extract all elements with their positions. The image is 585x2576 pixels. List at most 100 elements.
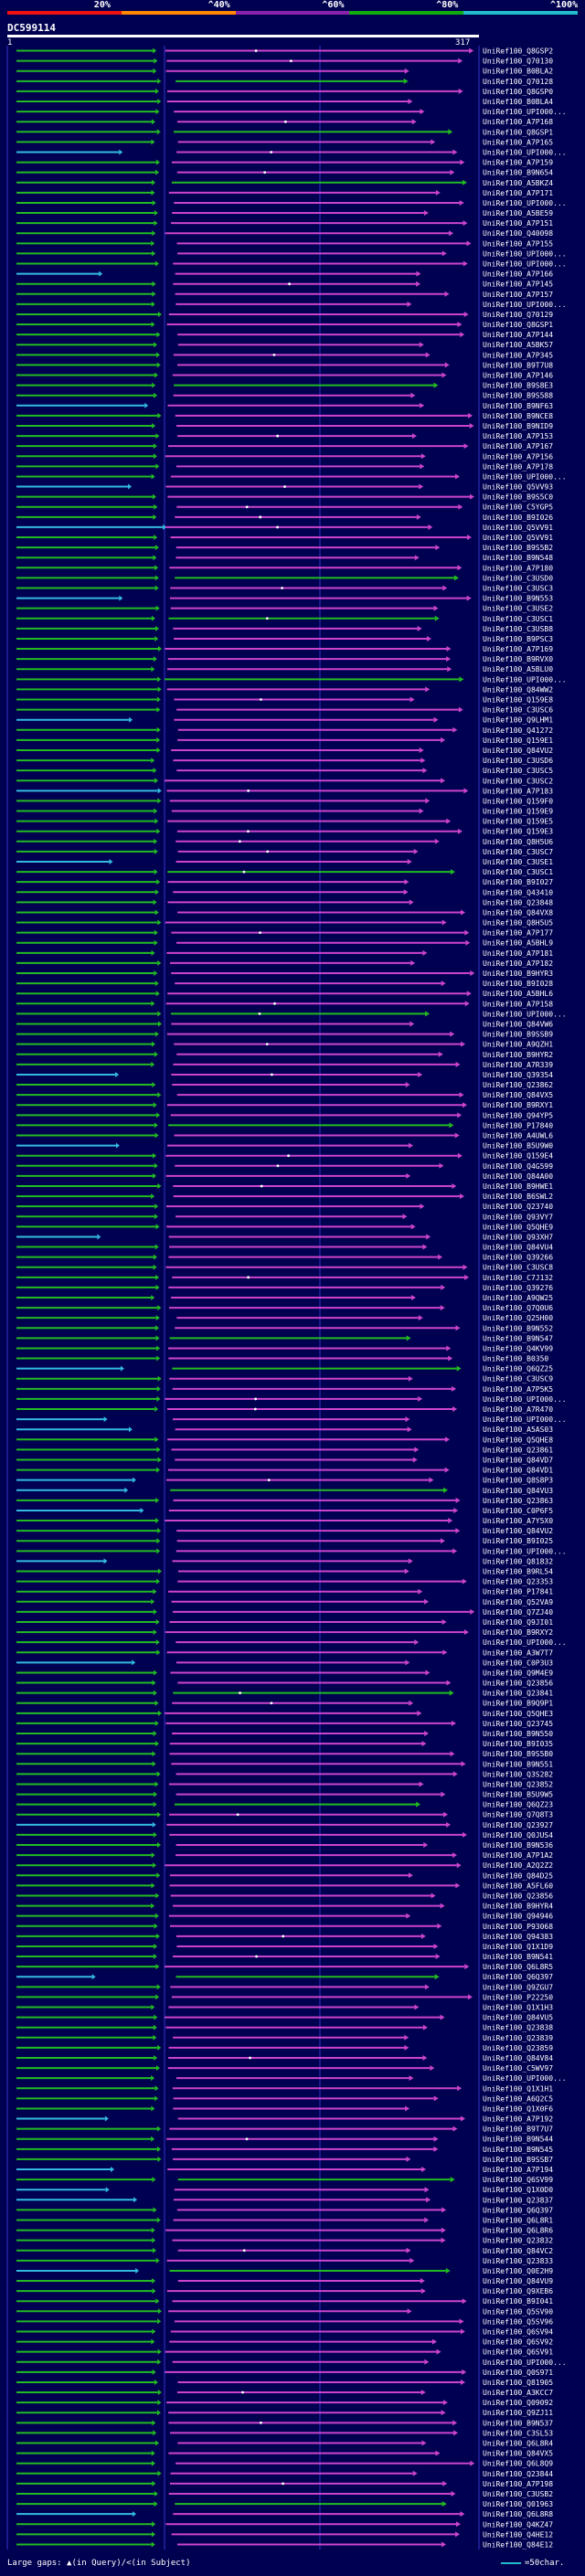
hit-label[interactable]: UniRef100_Q159E5 bbox=[483, 818, 553, 826]
hit-label[interactable]: UniRef100_Q6L8R8 bbox=[483, 2510, 553, 2518]
hit-label[interactable]: UniRef100_A7P153 bbox=[483, 432, 553, 440]
hit-label[interactable]: UniRef100_P93068 bbox=[483, 1923, 553, 1931]
hit-label[interactable]: UniRef100_Q8H5U6 bbox=[483, 838, 553, 846]
hit-label[interactable]: UniRef100_B6SWL2 bbox=[483, 1193, 553, 1201]
hit-label[interactable]: UniRef100_B9S5C0 bbox=[483, 493, 553, 502]
hit-label[interactable]: UniRef100_B9NCE8 bbox=[483, 412, 553, 420]
hit-label[interactable]: UniRef100_Q84VW6 bbox=[483, 1020, 553, 1028]
hit-label[interactable]: UniRef100_B9N548 bbox=[483, 554, 553, 562]
hit-label[interactable]: UniRef100_A7P168 bbox=[483, 118, 553, 126]
hit-label[interactable]: UniRef100_A5AS03 bbox=[483, 1426, 553, 1434]
hit-label[interactable]: UniRef100_Q23844 bbox=[483, 2470, 553, 2478]
hit-label[interactable]: UniRef100_A7P144 bbox=[483, 331, 553, 339]
hit-label[interactable]: UniRef100_Q84VU5 bbox=[483, 2014, 553, 2022]
hit-label[interactable]: UniRef100_C3USE1 bbox=[483, 858, 553, 866]
hit-label[interactable]: UniRef100_Q5SV90 bbox=[483, 2307, 553, 2316]
hit-label[interactable]: UniRef100_Q159E3 bbox=[483, 828, 553, 836]
hit-label[interactable]: UniRef100_Q23838 bbox=[483, 2024, 553, 2032]
hit-label[interactable]: UniRef100_Q6Q397 bbox=[483, 1973, 553, 1981]
hit-label[interactable]: UniRef100_Q84VX5 bbox=[483, 2450, 553, 2458]
hit-label[interactable]: UniRef100_P17841 bbox=[483, 1588, 553, 1596]
hit-label[interactable]: UniRef100_Q4G599 bbox=[483, 1162, 553, 1171]
hit-label[interactable]: UniRef100_Q84A00 bbox=[483, 1172, 553, 1181]
hit-label[interactable]: UniRef100_UPI000... bbox=[483, 1638, 567, 1647]
hit-label[interactable]: UniRef100_UPI000... bbox=[483, 199, 567, 207]
hit-label[interactable]: UniRef100_UPI000... bbox=[483, 1010, 567, 1018]
hit-label[interactable]: UniRef100_B9N654 bbox=[483, 169, 553, 177]
hit-label[interactable]: UniRef100_B9S8E3 bbox=[483, 382, 553, 390]
hit-label[interactable]: UniRef100_B9T7U8 bbox=[483, 361, 553, 369]
hit-label[interactable]: UniRef100_Q8GSP1 bbox=[483, 321, 553, 329]
hit-label[interactable]: UniRef100_A6Q2C5 bbox=[483, 2094, 553, 2103]
hit-label[interactable]: UniRef100_B5U9W5 bbox=[483, 1791, 553, 1799]
hit-label[interactable]: UniRef100_Q159F0 bbox=[483, 797, 553, 805]
hit-label[interactable]: UniRef100_Q4HE12 bbox=[483, 2530, 553, 2539]
hit-label[interactable]: UniRef100_A9QZH1 bbox=[483, 1041, 553, 1049]
hit-label[interactable]: UniRef100_B9N537 bbox=[483, 2419, 553, 2427]
hit-label[interactable]: UniRef100_UPI000... bbox=[483, 2359, 567, 2367]
hit-label[interactable]: UniRef100_B9RVX0 bbox=[483, 655, 553, 663]
hit-label[interactable]: UniRef100_B9I025 bbox=[483, 1537, 553, 1545]
hit-label[interactable]: UniRef100_C3USC6 bbox=[483, 706, 553, 715]
hit-label[interactable]: UniRef100_B9N547 bbox=[483, 1334, 553, 1342]
hit-label[interactable]: UniRef100_Q5QHE3 bbox=[483, 1710, 553, 1718]
hit-label[interactable]: UniRef100_B9N551 bbox=[483, 1760, 553, 1768]
hit-label[interactable]: UniRef100_B9SSB7 bbox=[483, 2156, 553, 2164]
hit-label[interactable]: UniRef100_Q1X0F6 bbox=[483, 2104, 553, 2113]
hit-label[interactable]: UniRef100_B9N544 bbox=[483, 2136, 553, 2144]
hit-label[interactable]: UniRef100_Q25H00 bbox=[483, 1314, 553, 1322]
hit-label[interactable]: UniRef100_B9RL54 bbox=[483, 1568, 553, 1576]
hit-label[interactable]: UniRef100_Q23839 bbox=[483, 2034, 553, 2042]
hit-label[interactable]: UniRef100_Q93XH7 bbox=[483, 1233, 553, 1241]
hit-label[interactable]: UniRef100_C3USC1 bbox=[483, 615, 553, 623]
hit-label[interactable]: UniRef100_Q23740 bbox=[483, 1203, 553, 1211]
hit-label[interactable]: UniRef100_A7P157 bbox=[483, 291, 553, 299]
hit-label[interactable]: UniRef100_A4UWL6 bbox=[483, 1132, 553, 1140]
hit-label[interactable]: UniRef100_A2Q2Z2 bbox=[483, 1861, 553, 1870]
hit-label[interactable]: UniRef100_UPI000... bbox=[483, 675, 567, 684]
hit-label[interactable]: UniRef100_B9S588 bbox=[483, 392, 553, 400]
hit-label[interactable]: UniRef100_Q7Q8T3 bbox=[483, 1811, 553, 1819]
hit-label[interactable]: UniRef100_A3W7T7 bbox=[483, 1648, 553, 1657]
hit-label[interactable]: UniRef100_UPI000... bbox=[483, 148, 567, 156]
hit-label[interactable]: UniRef100_C3USB2 bbox=[483, 2490, 553, 2498]
hit-label[interactable]: UniRef100_Q8H5U5 bbox=[483, 919, 553, 928]
hit-label[interactable]: UniRef100_Q81905 bbox=[483, 2379, 553, 2387]
hit-label[interactable]: UniRef100_B9RXY1 bbox=[483, 1101, 553, 1109]
hit-label[interactable]: UniRef100_C3SL53 bbox=[483, 2429, 553, 2437]
hit-label[interactable]: UniRef100_Q9JI01 bbox=[483, 1618, 553, 1627]
hit-label[interactable]: UniRef100_C3USD6 bbox=[483, 757, 553, 765]
hit-label[interactable]: UniRef100_B9N552 bbox=[483, 1324, 553, 1332]
hit-label[interactable]: UniRef100_A7P180 bbox=[483, 564, 553, 572]
hit-label[interactable]: UniRef100_Q81832 bbox=[483, 1557, 553, 1565]
hit-label[interactable]: UniRef100_Q5QHE9 bbox=[483, 1223, 553, 1231]
hit-label[interactable]: UniRef100_Q7Q0U6 bbox=[483, 1304, 553, 1312]
hit-label[interactable]: UniRef100_Q5SV96 bbox=[483, 2317, 553, 2326]
hit-label[interactable]: UniRef100_Q39276 bbox=[483, 1284, 553, 1292]
hit-label[interactable]: UniRef100_Q94383 bbox=[483, 1933, 553, 1941]
hit-label[interactable]: UniRef100_Q159E4 bbox=[483, 1152, 553, 1161]
hit-label[interactable]: UniRef100_A5BLU0 bbox=[483, 665, 553, 673]
hit-label[interactable]: UniRef100_A7P151 bbox=[483, 219, 553, 228]
hit-label[interactable]: UniRef100_Q8S8P3 bbox=[483, 1477, 553, 1485]
hit-label[interactable]: UniRef100_Q4KZ47 bbox=[483, 2520, 553, 2528]
hit-label[interactable]: UniRef100_Q9ZJ11 bbox=[483, 2409, 553, 2417]
hit-label[interactable]: UniRef100_A7P183 bbox=[483, 787, 553, 795]
hit-label[interactable]: UniRef100_Q6SV94 bbox=[483, 2327, 553, 2336]
hit-label[interactable]: UniRef100_Q39354 bbox=[483, 1071, 553, 1079]
hit-label[interactable]: UniRef100_Q9XEB6 bbox=[483, 2287, 553, 2295]
hit-label[interactable]: UniRef100_C3USC3 bbox=[483, 584, 553, 592]
hit-label[interactable]: UniRef100_C3USC1 bbox=[483, 868, 553, 876]
hit-label[interactable]: UniRef100_B9SSB9 bbox=[483, 1031, 553, 1039]
hit-label[interactable]: UniRef100_Q1X1H1 bbox=[483, 2084, 553, 2093]
hit-label[interactable]: UniRef100_A5BE59 bbox=[483, 209, 553, 217]
hit-label[interactable]: UniRef100_Q84VC2 bbox=[483, 2247, 553, 2255]
hit-label[interactable]: UniRef100_UPI000... bbox=[483, 260, 567, 269]
hit-label[interactable]: UniRef100_Q70129 bbox=[483, 311, 553, 319]
hit-label[interactable]: UniRef100_Q23863 bbox=[483, 1497, 553, 1505]
hit-label[interactable]: UniRef100_Q84WW2 bbox=[483, 685, 553, 694]
hit-label[interactable]: UniRef100_Q43410 bbox=[483, 888, 553, 896]
hit-label[interactable]: UniRef100_Q6QZ25 bbox=[483, 1365, 553, 1373]
hit-label[interactable]: UniRef100_B9NF63 bbox=[483, 402, 553, 410]
hit-label[interactable]: UniRef100_B9N553 bbox=[483, 595, 553, 603]
